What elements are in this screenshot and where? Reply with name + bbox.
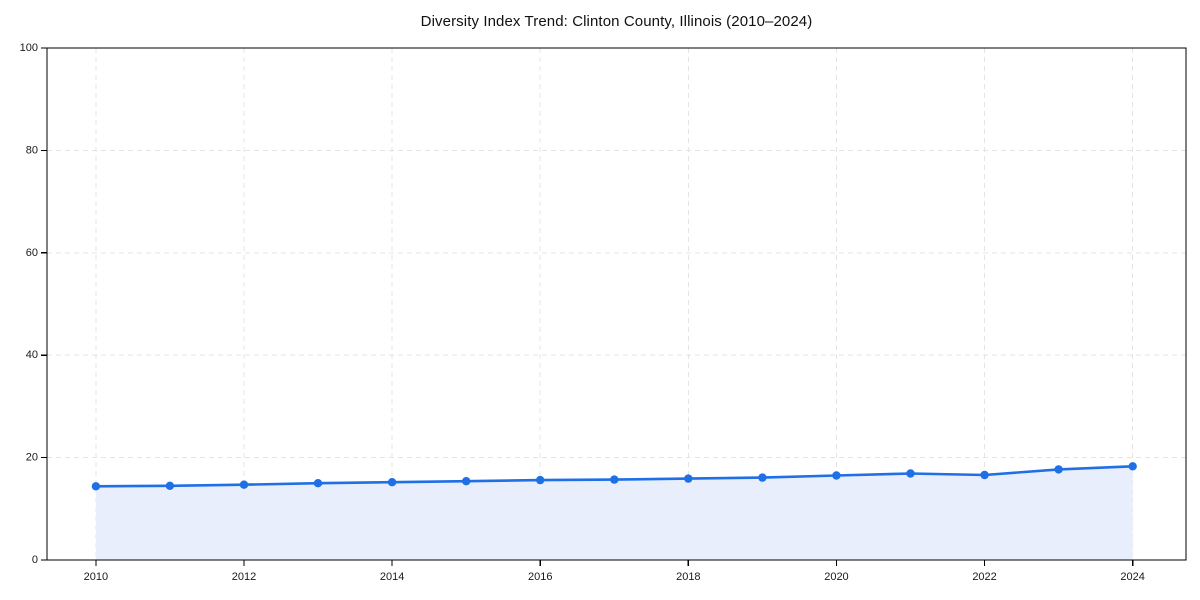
chart-title: Diversity Index Trend: Clinton County, I… [420, 13, 813, 30]
data-point-2015 [462, 477, 471, 486]
y-tick-label-80: 80 [26, 144, 38, 156]
data-point-2014 [387, 478, 397, 487]
data-point-2020 [832, 471, 841, 480]
data-point-2013 [313, 479, 323, 488]
y-tick-label-100: 100 [20, 42, 38, 54]
data-point-2019 [758, 473, 767, 482]
data-point-2023 [1054, 465, 1063, 474]
data-point-2016 [536, 475, 545, 485]
x-tick-label-2024: 2024 [1120, 571, 1144, 583]
x-tick-label-2018: 2018 [676, 571, 700, 583]
data-point-2022 [980, 470, 989, 480]
y-tick-label-60: 60 [26, 247, 38, 259]
data-point-2012 [239, 480, 249, 489]
x-tick-label-2010: 2010 [84, 571, 108, 583]
data-point-2010 [91, 482, 101, 491]
data-point-2018 [684, 474, 693, 483]
x-tick-label-2012: 2012 [232, 571, 256, 583]
y-tick-label-20: 20 [26, 452, 38, 464]
area-fill [95, 466, 1133, 560]
data-point-2021 [906, 469, 915, 478]
data-point-2024 [1128, 462, 1137, 471]
y-tick-label-0: 0 [32, 554, 38, 566]
axes-frame [46, 47, 1187, 561]
x-tick-label-2016: 2016 [528, 571, 552, 583]
x-tick-label-2014: 2014 [380, 571, 404, 583]
data-point-2011 [165, 481, 175, 490]
y-tick-label-40: 40 [26, 349, 38, 361]
x-tick-label-2022: 2022 [972, 571, 996, 583]
data-point-2017 [610, 475, 619, 484]
x-tick-label-2020: 2020 [824, 571, 848, 583]
